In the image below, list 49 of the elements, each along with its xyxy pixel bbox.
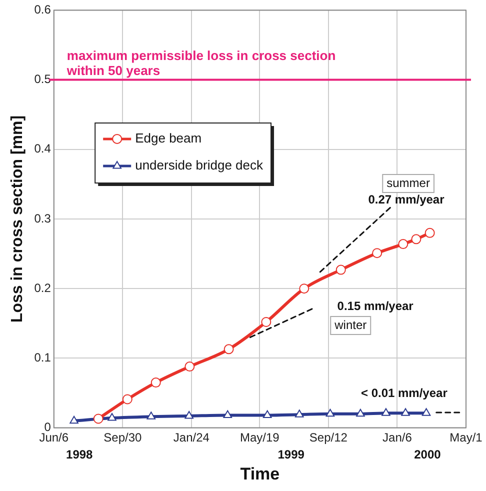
x-tick-label: May/1 [450,430,483,444]
annotation: < 0.01 mm/year [360,386,448,400]
y-tick-label: 0.3 [34,211,52,226]
point [382,408,390,416]
x-tick-label: Jan/24 [173,430,210,444]
point [146,412,156,420]
y-tick-label: 0.2 [34,280,52,295]
point [398,239,408,250]
x2-tick-label: 2000 [414,448,442,462]
annotation: 0.27 mm/year [368,192,445,207]
point [150,378,161,388]
annotation: summer [386,176,430,190]
y-tick-label: 0.4 [34,142,52,156]
point [424,228,435,238]
point [93,414,104,424]
point [224,344,234,354]
annotation: 0.15 mm/year [337,299,414,314]
y-tick-label: 0.1 [34,350,52,365]
ref-line-label: maximum permissible loss in cross section within 50 years [66,48,336,78]
point [294,410,304,418]
point [262,410,272,418]
point [223,410,232,418]
point [184,362,195,372]
point [261,317,272,328]
x2-tick-label: 1999 [278,448,305,462]
legend-label: Edge beam [135,130,202,146]
legend-label: underside bridge deck [135,158,264,173]
x-tick-label: Sep/30 [104,430,142,444]
point [422,408,431,416]
point [336,264,346,275]
x2-tick-label: 1998 [66,448,94,462]
point [401,408,410,416]
x-tick-label: Sep/12 [309,430,348,444]
y-tick-label: 0.6 [34,2,52,17]
x-axis-title: Time [240,464,280,484]
point [184,410,194,419]
point [108,413,116,421]
point [70,416,78,424]
annotation: winter [334,318,367,332]
point [122,394,132,404]
x-tick-label: Jan/6 [382,430,412,444]
point [299,284,310,294]
point [372,248,382,258]
y-axis-title: Loss in cross section [mm] [9,115,26,323]
y-tick-label: 0.5 [34,72,52,86]
point [326,408,335,417]
x-tick-label: May/19 [240,430,280,444]
point [356,408,365,417]
point [411,234,422,244]
